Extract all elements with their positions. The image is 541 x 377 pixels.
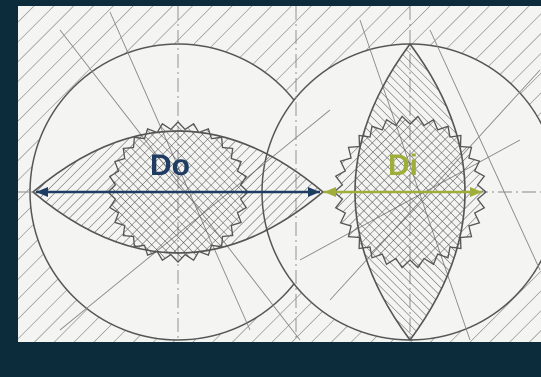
di-label: Di: [388, 149, 418, 182]
di-arrow-right-icon: [470, 187, 482, 197]
do-label: Do: [150, 149, 190, 182]
di-arrow-left-icon: [324, 187, 336, 197]
do-arrow-right-icon: [308, 187, 320, 197]
do-arrow-left-icon: [36, 187, 48, 197]
do-dimension: [36, 187, 320, 197]
di-dimension: [324, 187, 482, 197]
